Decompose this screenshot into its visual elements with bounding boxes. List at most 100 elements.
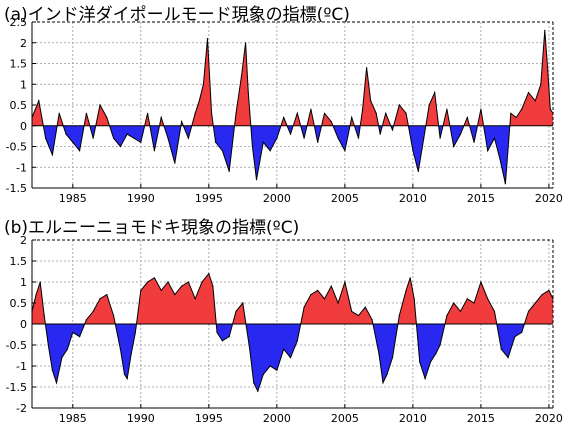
b-point-57 xyxy=(371,319,373,321)
a-xtick-1: 1990 xyxy=(127,192,155,205)
b-ytick-0: -2 xyxy=(16,402,27,415)
b-point-38 xyxy=(249,348,251,350)
b-xtick-1: 1990 xyxy=(127,412,155,424)
a-point-55 xyxy=(370,100,372,102)
b-point-46 xyxy=(296,340,298,342)
a-point-43 xyxy=(296,112,298,114)
b-point-58 xyxy=(378,352,380,354)
b-point-1 xyxy=(35,294,37,296)
a-point-45 xyxy=(310,108,312,110)
a-point-58 xyxy=(385,112,387,114)
b-point-35 xyxy=(228,336,230,338)
a-point-56 xyxy=(375,112,377,114)
a-point-35 xyxy=(247,92,249,94)
b-series-line xyxy=(31,272,554,393)
a-point-21 xyxy=(174,162,176,164)
b-point-13 xyxy=(99,298,101,300)
b-point-31 xyxy=(208,273,210,275)
b-point-54 xyxy=(351,310,353,312)
b-point-50 xyxy=(323,298,326,300)
a-positive-area xyxy=(32,30,553,126)
b-point-26 xyxy=(174,294,176,296)
b-point-43 xyxy=(276,369,278,371)
a-point-33 xyxy=(240,75,243,77)
a-point-50 xyxy=(344,150,346,152)
a-point-24 xyxy=(194,112,196,114)
a-point-57 xyxy=(379,133,381,135)
b-point-81 xyxy=(514,336,516,338)
b-point-47 xyxy=(303,306,305,308)
b-point-18 xyxy=(126,378,128,380)
b-xtick-4: 2005 xyxy=(331,412,359,424)
b-point-76 xyxy=(480,281,482,283)
a-point-38 xyxy=(262,141,264,143)
b-point-17 xyxy=(123,373,126,375)
b-ytick-1: -1.5 xyxy=(6,381,27,394)
a-point-37 xyxy=(255,179,258,181)
a-point-51 xyxy=(351,116,353,119)
b-ytick-2: -1 xyxy=(16,360,27,373)
b-point-23 xyxy=(153,277,155,279)
b-point-53 xyxy=(344,281,346,283)
a-point-74 xyxy=(487,150,489,152)
b-point-37 xyxy=(242,302,244,304)
b-point-36 xyxy=(235,310,237,312)
b-point-59 xyxy=(382,382,384,384)
b-ytick-7: 1.5 xyxy=(10,255,28,268)
b-point-49 xyxy=(317,289,319,291)
b-point-80 xyxy=(507,357,509,359)
b-point-27 xyxy=(181,285,183,287)
b-points xyxy=(31,273,554,392)
a-point-32 xyxy=(235,112,237,114)
a-point-66 xyxy=(434,92,436,94)
b-point-84 xyxy=(534,302,536,304)
a-point-83 xyxy=(540,83,542,85)
a-series-line xyxy=(31,30,554,184)
b-point-74 xyxy=(466,298,468,300)
a-point-34 xyxy=(245,42,247,44)
a-xtick-7: 2020 xyxy=(535,192,563,205)
b-point-11 xyxy=(85,319,87,321)
b-point-55 xyxy=(357,315,360,317)
b-xtick-6: 2015 xyxy=(467,412,495,424)
a-point-22 xyxy=(181,121,183,123)
a-point-19 xyxy=(160,116,162,119)
a-point-65 xyxy=(428,104,430,106)
a-point-3 xyxy=(51,154,54,156)
a-point-85 xyxy=(547,67,549,69)
b-point-7 xyxy=(61,357,63,359)
b-point-85 xyxy=(541,294,543,296)
a-point-29 xyxy=(215,141,217,143)
a-point-59 xyxy=(391,129,394,131)
a-point-42 xyxy=(289,133,292,135)
a-point-77 xyxy=(504,183,506,185)
b-point-32 xyxy=(212,285,214,287)
b-point-77 xyxy=(487,298,489,300)
a-ytick-2: -0.5 xyxy=(6,141,27,154)
a-grid xyxy=(32,22,553,188)
b-point-5 xyxy=(51,369,54,371)
a-ytick-5: 1 xyxy=(20,78,27,91)
a-point-68 xyxy=(446,108,448,110)
b-ytick-8: 2 xyxy=(20,234,27,247)
a-point-5 xyxy=(65,133,67,135)
b-xtick-2: 1995 xyxy=(195,412,223,424)
b-point-70 xyxy=(439,344,441,346)
b-point-14 xyxy=(106,294,108,296)
b-xtick-0: 1985 xyxy=(59,412,87,424)
a-point-12 xyxy=(113,137,115,139)
a-point-62 xyxy=(412,150,414,152)
b-point-72 xyxy=(453,302,455,304)
a-xtick-5: 2010 xyxy=(399,192,427,205)
a-point-53 xyxy=(362,108,364,110)
a-point-6 xyxy=(72,141,74,143)
b-point-39 xyxy=(253,382,255,384)
panel-a-title: (a)インド洋ダイポールモード現象の指標(ºC) xyxy=(4,5,350,25)
b-point-16 xyxy=(119,348,121,350)
b-point-71 xyxy=(446,315,448,317)
a-point-47 xyxy=(323,112,326,114)
b-point-73 xyxy=(459,310,462,312)
a-point-31 xyxy=(228,170,230,172)
a-point-86 xyxy=(549,108,551,110)
